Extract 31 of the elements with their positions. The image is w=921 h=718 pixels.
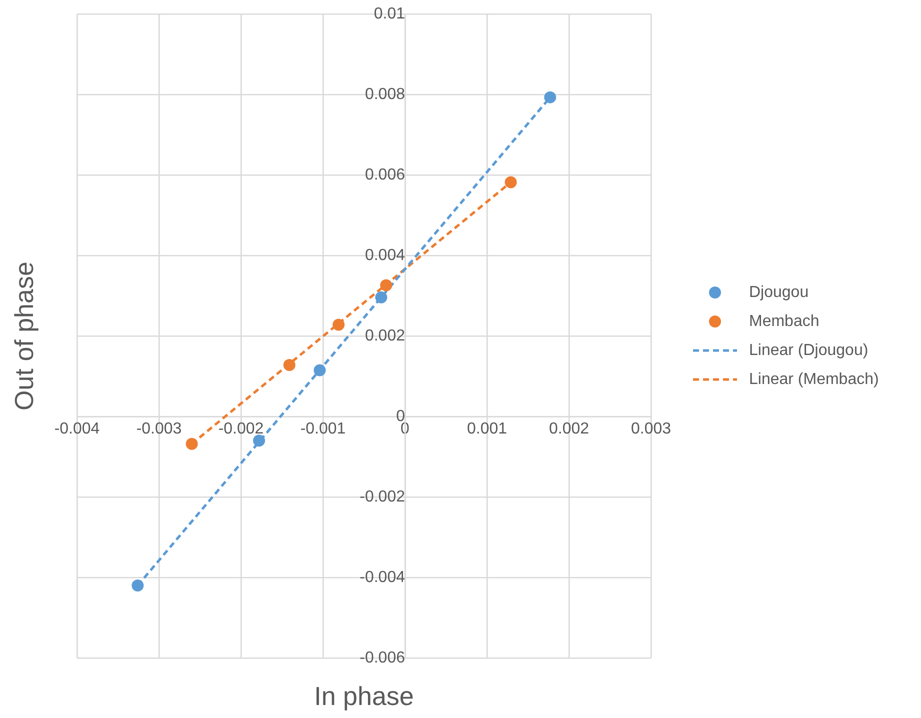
point [314,364,326,376]
x-tick-label: 0.001 [466,420,508,438]
legend-label: Linear (Djougou) [749,342,868,359]
x-tick-label: 0.003 [630,420,672,438]
y-tick-label: 0.01 [374,5,406,22]
point [380,279,392,292]
y-tick-label: 0.006 [364,166,406,184]
y-tick-label: -0.004 [360,568,406,586]
legend-label: Djougou [749,284,809,301]
legend-label: Membach [749,312,820,330]
point [283,358,296,371]
point [504,176,517,188]
legend-label: Linear (Membach) [749,370,879,388]
x-tick-label: 0.002 [548,420,590,438]
point [544,91,556,104]
x-tick-label: -0.003 [136,420,182,438]
y-tick-label: -0.006 [360,649,406,666]
y-axis-title: Out of phase [9,262,40,410]
x-tick-label: -0.001 [300,420,346,438]
point [332,318,345,331]
point [132,580,144,592]
x-tick-label: -0.004 [54,420,100,438]
y-tick-label: -0.002 [360,488,406,506]
y-tick-label: 0.008 [364,86,406,103]
x-axis-title: In phase [314,681,414,712]
point [186,438,198,450]
point [375,291,388,304]
x-tick-label: -0.002 [218,420,264,438]
y-tick-label: 0.002 [364,327,406,344]
y-tick-label: 0.004 [364,246,406,264]
point [253,434,266,447]
